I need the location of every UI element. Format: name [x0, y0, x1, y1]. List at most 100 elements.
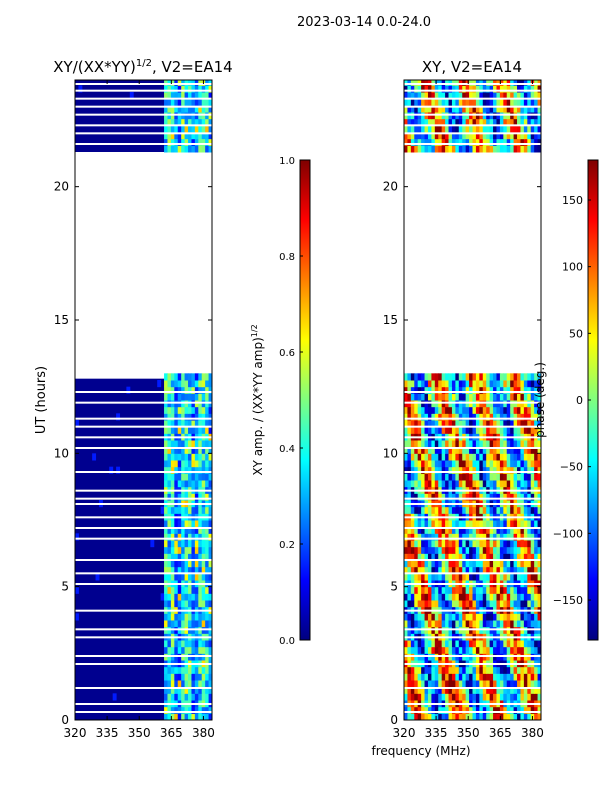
heatmap-cell — [445, 460, 450, 468]
heatmap-cell — [530, 613, 535, 621]
heatmap-cell — [410, 593, 415, 601]
heatmap-cell — [417, 453, 422, 461]
heatmap-cell — [448, 125, 453, 133]
heatmap-cell — [465, 693, 470, 701]
heatmap-cell — [527, 540, 532, 548]
heatmap-cell — [177, 600, 182, 608]
heatmap-cell — [510, 98, 515, 106]
heatmap-cell — [434, 673, 439, 681]
heatmap-cell — [496, 680, 501, 688]
heatmap-cell — [407, 586, 412, 594]
heatmap-cell — [520, 145, 525, 153]
heatmap-cell — [427, 506, 432, 514]
heatmap-cell — [164, 413, 168, 421]
heatmap-cell — [167, 520, 172, 528]
heatmap-cell — [496, 145, 501, 153]
heatmap-cell — [167, 420, 172, 428]
gap-stripe — [404, 425, 541, 428]
heatmap-cell — [534, 420, 539, 428]
heatmap-cell — [184, 540, 189, 548]
heatmap-cell — [404, 533, 408, 541]
heatmap-cell — [503, 640, 508, 648]
heatmap-cell — [493, 105, 497, 113]
heatmap-cell — [208, 713, 212, 720]
heatmap-cell — [424, 406, 429, 414]
heatmap-cell — [527, 713, 532, 720]
heatmap-cell — [208, 440, 212, 448]
heatmap-cell — [434, 118, 439, 126]
heatmap-cell — [458, 145, 463, 153]
heatmap-cell — [520, 118, 525, 126]
heatmap-cell — [174, 573, 179, 581]
heatmap-cell — [410, 686, 415, 694]
heatmap-cell — [482, 466, 487, 474]
heatmap-cell — [427, 560, 432, 568]
heatmap-cell — [170, 92, 175, 100]
heatmap-cell — [198, 373, 203, 381]
heatmap-cell — [499, 506, 504, 514]
heatmap-cell — [410, 666, 415, 674]
heatmap-cell — [479, 480, 484, 488]
heatmap-cell — [431, 593, 436, 601]
heatmap-cell — [472, 640, 477, 648]
heatmap-cell — [417, 118, 422, 126]
heatmap-cell — [410, 620, 415, 628]
heatmap-cell — [434, 466, 439, 474]
heatmap-cell — [208, 85, 212, 93]
heatmap-cell — [503, 646, 508, 654]
heatmap-cell — [469, 393, 473, 401]
heatmap-cell — [445, 406, 450, 414]
heatmap-cell — [431, 586, 436, 594]
heatmap-cell — [194, 145, 199, 153]
heatmap-cell — [427, 546, 432, 554]
heatmap-cell — [438, 125, 443, 133]
heatmap-cell — [530, 373, 535, 381]
heatmap-cell — [438, 420, 443, 428]
heatmap-cell — [493, 620, 497, 628]
heatmap-cell — [465, 98, 470, 106]
heatmap-cell — [448, 540, 453, 548]
heatmap-cell — [534, 92, 539, 100]
gap-stripe — [75, 105, 212, 108]
heatmap-cell — [445, 453, 450, 461]
heatmap-cell — [208, 640, 212, 648]
heatmap-cell — [534, 533, 539, 541]
heatmap-cell — [414, 145, 419, 153]
heatmap-cell — [517, 553, 521, 561]
heatmap-cell — [414, 413, 419, 421]
heatmap-cell — [510, 620, 515, 628]
heatmap-cell — [208, 413, 212, 421]
heatmap-cell — [455, 406, 460, 414]
heatmap-cell — [198, 573, 203, 581]
heatmap-cell — [410, 393, 415, 401]
heatmap-cell — [164, 680, 168, 688]
heatmap-cell — [427, 533, 432, 541]
heatmap-cell — [188, 466, 192, 474]
heatmap-cell — [496, 105, 501, 113]
heatmap-cell — [431, 493, 436, 501]
heatmap-cell — [479, 553, 484, 561]
heatmap-cell — [445, 586, 450, 594]
heatmap-cell — [170, 686, 175, 694]
heatmap-cell — [513, 640, 518, 648]
heatmap-cell — [510, 446, 515, 454]
heatmap-cell — [445, 125, 450, 133]
heatmap-cell — [434, 132, 439, 140]
heatmap-cell — [208, 373, 212, 381]
heatmap-cell — [486, 520, 491, 528]
heatmap-cell — [427, 613, 432, 621]
heatmap-cell — [174, 473, 179, 481]
heatmap-cell — [458, 92, 463, 100]
heatmap-cell — [431, 426, 436, 434]
heatmap-cell — [177, 92, 182, 100]
heatmap-cell — [427, 98, 432, 106]
heatmap-cell — [469, 118, 473, 126]
heatmap-cell — [527, 98, 532, 106]
heatmap-cell — [208, 586, 212, 594]
heatmap-cell — [472, 480, 477, 488]
heatmap-cell — [194, 493, 199, 501]
heatmap-cell — [184, 466, 189, 474]
heatmap-cell — [191, 666, 196, 674]
heatmap-cell — [503, 546, 508, 554]
right-heatmap — [404, 80, 541, 720]
